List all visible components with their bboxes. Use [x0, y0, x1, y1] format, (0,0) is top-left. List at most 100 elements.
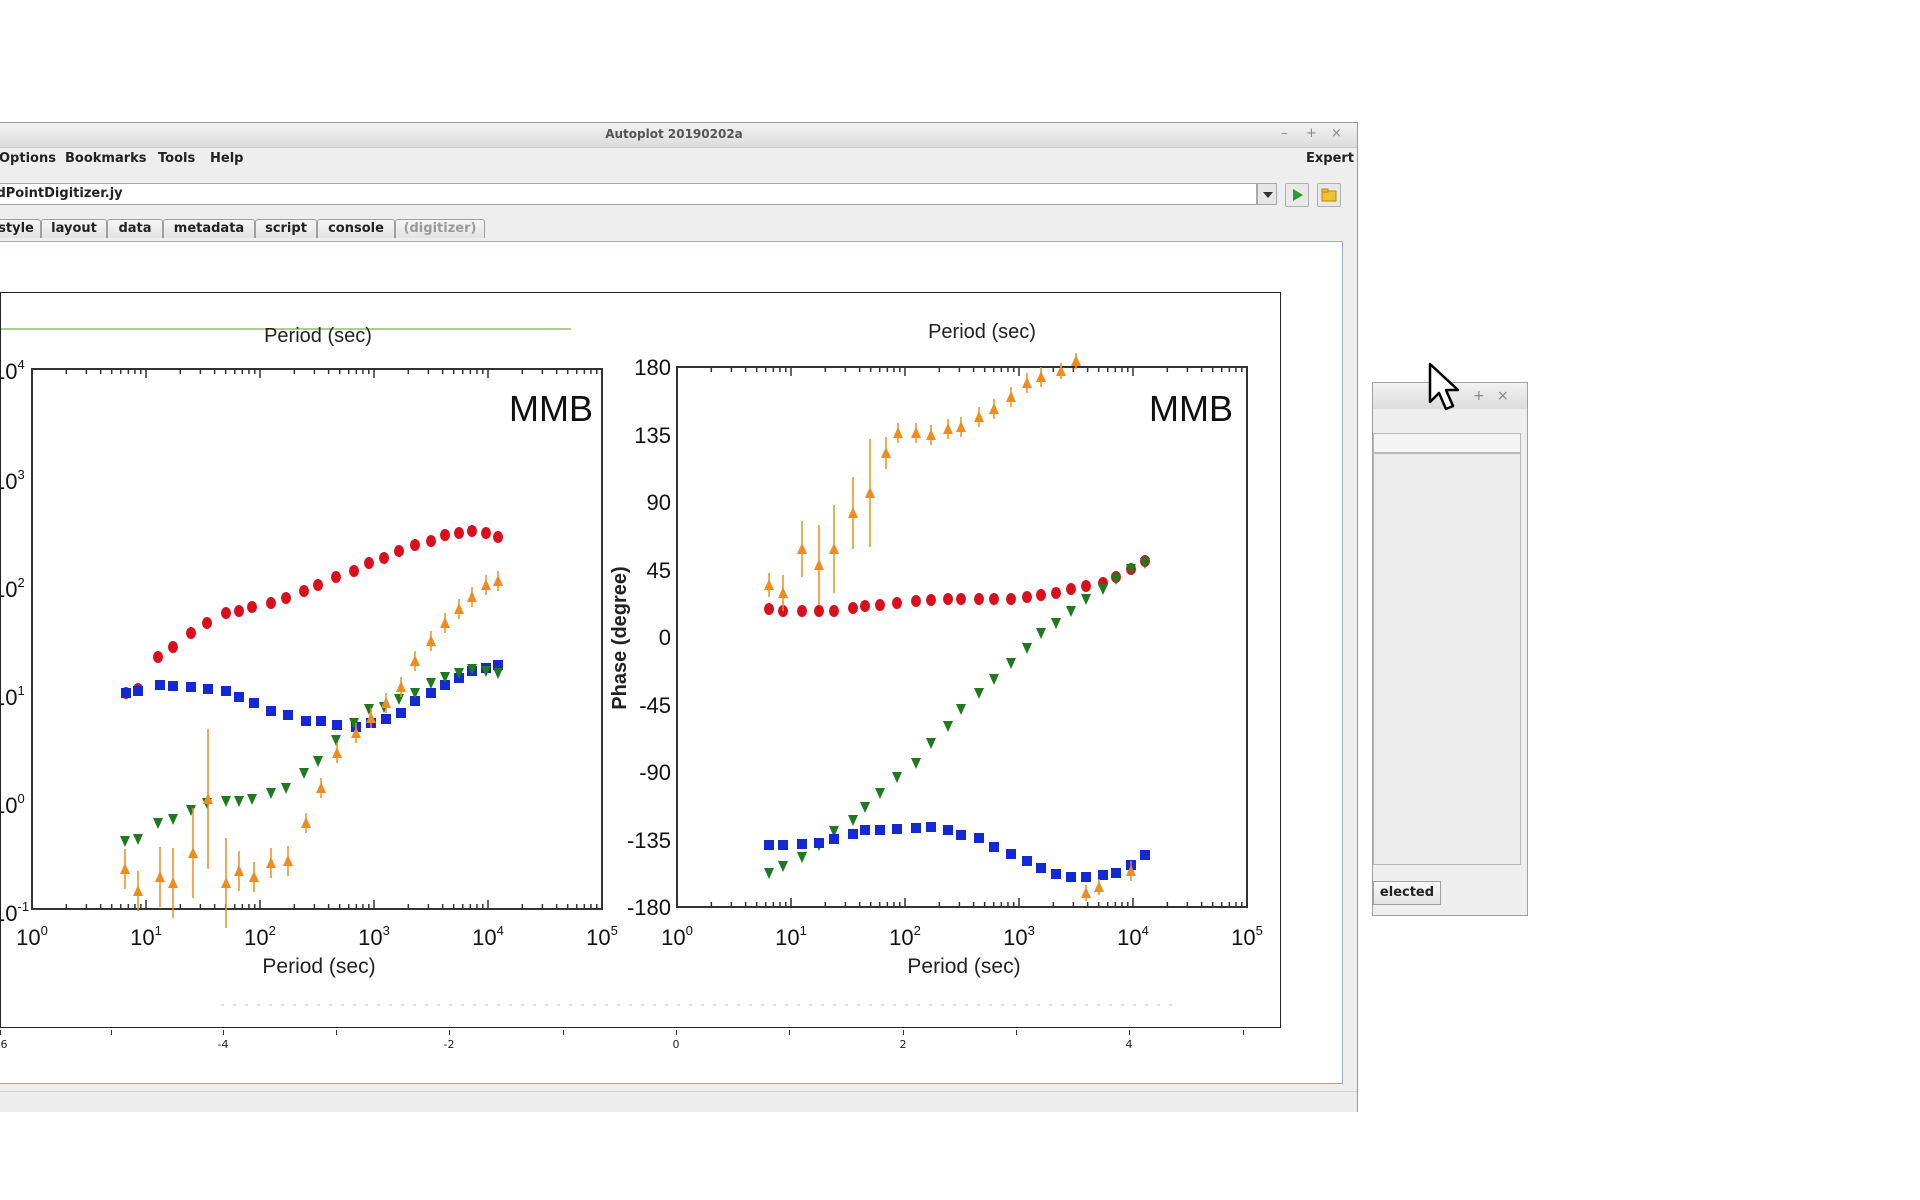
green-triangle-marker — [892, 772, 902, 783]
minimize-icon[interactable]: – — [1281, 126, 1288, 141]
red-circle-marker — [974, 593, 984, 605]
menu-tools[interactable]: Tools — [158, 151, 196, 166]
axis-tick-label: 4 — [1125, 1038, 1133, 1051]
close-icon[interactable]: × — [1331, 126, 1342, 141]
dialog-close-icon[interactable]: × — [1497, 388, 1509, 404]
menu-options[interactable]: Options — [0, 151, 56, 166]
orange-triangle-marker — [848, 507, 858, 518]
green-triangle-marker — [764, 868, 774, 879]
orange-triangle-marker — [1081, 887, 1091, 898]
tab-digitizer[interactable]: (digitizer) — [395, 219, 485, 238]
right-ylabel: Phase (degree) — [609, 566, 631, 709]
orange-triangle-marker — [764, 579, 774, 590]
menu-bookmarks[interactable]: Bookmarks — [65, 151, 147, 166]
orange-triangle-marker — [911, 427, 921, 438]
red-circle-marker — [797, 605, 807, 617]
blue-square-marker — [926, 822, 936, 832]
right-top-label: Period (sec) — [928, 321, 1036, 343]
blue-square-marker — [221, 686, 231, 696]
tab-script[interactable]: script — [255, 219, 317, 238]
maximize-icon[interactable]: + — [1306, 126, 1317, 141]
browse-button[interactable] — [1317, 183, 1341, 207]
tab-style[interactable]: style — [0, 219, 41, 238]
blue-square-marker — [186, 682, 196, 692]
green-triangle-marker — [911, 758, 921, 769]
tab-data[interactable]: data — [107, 219, 163, 238]
blue-square-marker — [764, 840, 774, 850]
orange-triangle-marker — [1126, 865, 1136, 876]
green-triangle-marker — [829, 826, 839, 837]
delete-selected-button[interactable]: elected — [1373, 881, 1441, 905]
orange-triangle-marker — [234, 865, 244, 876]
right-ytick: 45 — [647, 558, 671, 583]
blue-square-marker — [1022, 856, 1032, 866]
orange-triangle-marker — [188, 847, 198, 858]
blue-square-marker — [1066, 872, 1076, 882]
dialog-point-list[interactable] — [1373, 453, 1521, 865]
dialog-maximize-icon[interactable]: + — [1473, 388, 1485, 404]
uri-toolbar: ldPointDigitizer.jy — [0, 179, 1357, 211]
tab-metadata[interactable]: metadata — [163, 219, 255, 238]
blue-square-marker — [234, 692, 244, 702]
blue-square-marker — [1140, 850, 1150, 860]
orange-triangle-marker — [956, 421, 966, 432]
green-triangle-marker — [221, 796, 231, 807]
red-circle-marker — [394, 545, 404, 557]
orange-triangle-marker — [396, 681, 406, 692]
orange-triangle-marker — [133, 885, 143, 896]
orange-triangle-marker — [829, 543, 839, 554]
red-circle-marker — [168, 641, 178, 653]
red-circle-marker — [814, 605, 824, 617]
expert-mode[interactable]: Expert — [1306, 151, 1355, 166]
green-triangle-marker — [454, 668, 464, 679]
blue-square-marker — [168, 681, 178, 691]
orange-triangle-marker — [440, 617, 450, 628]
blue-square-marker — [943, 825, 953, 835]
red-circle-marker — [247, 601, 257, 613]
blue-square-marker — [493, 660, 503, 670]
axis-tick-label: -2 — [443, 1038, 455, 1051]
red-circle-marker — [1022, 591, 1032, 603]
green-triangle-marker — [797, 852, 807, 863]
green-triangle-marker — [313, 756, 323, 767]
orange-triangle-marker — [301, 817, 311, 828]
blue-square-marker — [848, 829, 858, 839]
orange-triangle-marker — [221, 877, 231, 888]
orange-triangle-marker — [266, 857, 276, 868]
blue-square-marker — [332, 720, 342, 730]
red-circle-marker — [943, 593, 953, 605]
orange-triangle-marker — [203, 793, 213, 804]
blue-square-marker — [1081, 872, 1091, 882]
orange-triangle-marker — [1071, 355, 1081, 366]
red-circle-marker — [956, 593, 966, 605]
go-button[interactable] — [1285, 183, 1309, 207]
autoplot-x-axis[interactable]: -6 -4 -2 0 2 4 — [0, 1030, 1281, 1054]
tab-layout[interactable]: layout — [41, 219, 107, 238]
green-triangle-marker — [299, 768, 309, 779]
blue-square-marker — [283, 710, 293, 720]
left-station-label: MMB — [509, 388, 593, 429]
orange-triangle-marker — [283, 855, 293, 866]
left-xtick-1e3: 103 — [358, 923, 390, 950]
left-xtick-1e5: 105 — [586, 923, 618, 950]
blue-square-marker — [1098, 870, 1108, 880]
blue-square-marker — [316, 716, 326, 726]
orange-triangle-marker — [865, 487, 875, 498]
blue-square-marker — [1006, 849, 1016, 859]
uri-dropdown-button[interactable] — [1257, 183, 1277, 205]
blue-square-marker — [381, 714, 391, 724]
red-circle-marker — [467, 525, 477, 537]
blue-square-marker — [860, 825, 870, 835]
green-triangle-marker — [926, 738, 936, 749]
red-circle-marker — [1051, 587, 1061, 599]
green-triangle-marker — [1111, 574, 1121, 585]
menu-help[interactable]: Help — [210, 151, 244, 166]
plot-image[interactable]: Period (sec) Period (sec) MMB 104 103 10… — [0, 292, 1281, 1028]
red-circle-marker — [379, 552, 389, 564]
red-circle-marker — [989, 593, 999, 605]
uri-input[interactable]: ldPointDigitizer.jy — [0, 183, 1257, 205]
tab-console[interactable]: console — [317, 219, 395, 238]
green-triangle-marker — [120, 836, 130, 847]
title-bar[interactable]: Autoplot 20190202a – + × — [0, 123, 1357, 148]
red-circle-marker — [153, 651, 163, 663]
